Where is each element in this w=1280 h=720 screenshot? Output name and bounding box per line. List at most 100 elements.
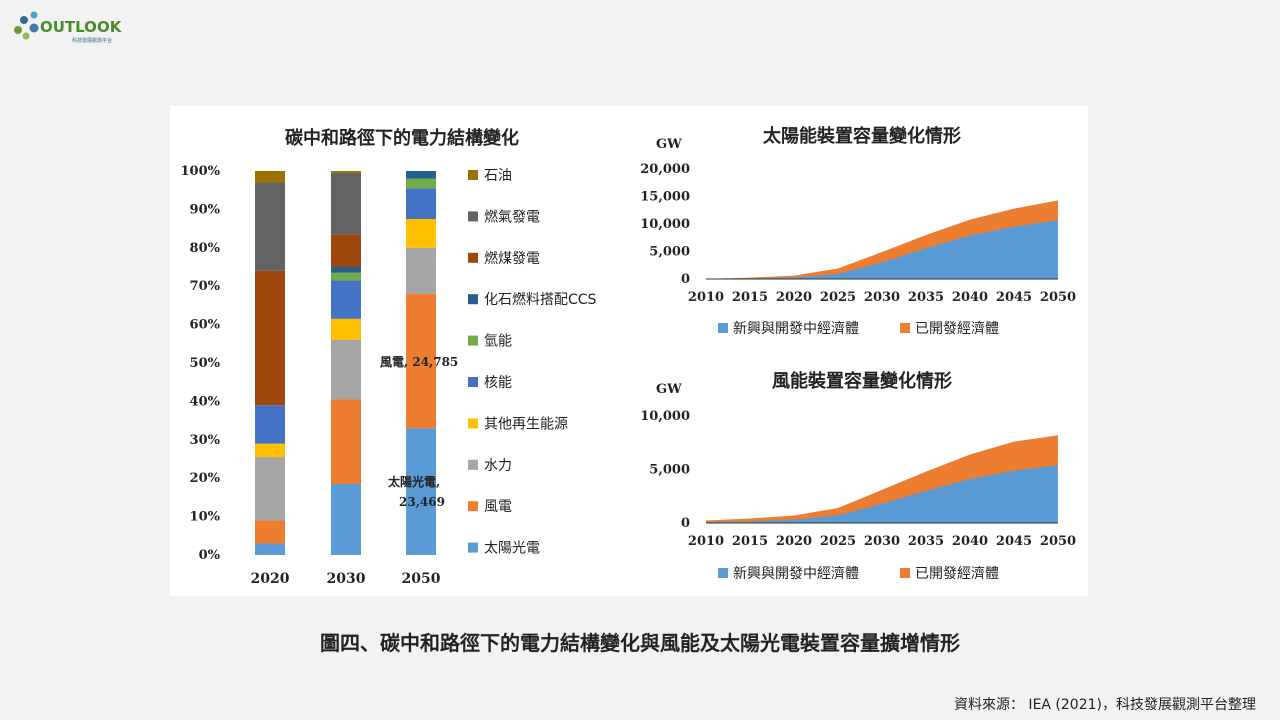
x-tick-label: 2020 <box>251 571 290 587</box>
y-axis-unit: GW <box>656 382 682 397</box>
y-tick-label: 80% <box>190 241 221 256</box>
y-tick-label: 15,000 <box>640 190 690 205</box>
power-structure-chart: 碳中和路徑下的電力結構變化 0% 10% 20% 30% 40% 50% 60% 70% 80% 9… <box>181 127 597 587</box>
bar-segment <box>331 399 361 484</box>
legend-swatch <box>468 501 478 512</box>
bar-segment <box>331 272 361 281</box>
solar-annotation-line2: 23,469 <box>399 495 445 509</box>
x-tick-label: 2040 <box>952 534 988 549</box>
legend-swatch <box>468 335 478 346</box>
y-tick-label: 90% <box>190 202 221 217</box>
x-tick-label: 2035 <box>908 290 944 305</box>
bar-segment <box>255 520 285 544</box>
legend-swatch <box>468 542 478 553</box>
x-tick-label: 2035 <box>908 534 944 549</box>
x-tick-label: 2020 <box>776 534 812 549</box>
bar-segment <box>331 171 361 173</box>
legend-label: 水力 <box>484 458 512 474</box>
y-tick-label: 40% <box>190 394 221 409</box>
x-tick-label: 2030 <box>864 290 900 305</box>
y-tick-label: 50% <box>190 356 221 371</box>
solar-annotation-line1: 太陽光電, <box>388 474 440 489</box>
outlook-logo: OUTLOOK 科技發展觀測平台 <box>10 6 130 46</box>
bar-segment <box>255 457 285 521</box>
bar-chart-title: 碳中和路徑下的電力結構變化 <box>285 127 519 149</box>
x-tick-label: 2015 <box>732 290 768 305</box>
bar-segment <box>406 219 436 248</box>
bar-segment <box>406 188 436 219</box>
bar-segment <box>255 405 285 444</box>
legend-label: 燃氣發電 <box>484 208 540 225</box>
x-tick-label: 2050 <box>1040 290 1076 305</box>
x-tick-label: 2020 <box>776 290 812 305</box>
legend-label: 太陽光電 <box>484 541 540 557</box>
legend-swatch <box>468 170 478 180</box>
x-tick-label: 2045 <box>996 290 1032 305</box>
y-tick-label: 10,000 <box>640 409 690 424</box>
x-tick-label: 2030 <box>327 571 366 587</box>
y-tick-label: 0 <box>681 272 690 287</box>
y-axis-unit: GW <box>656 137 682 152</box>
y-tick-label: 5,000 <box>649 463 690 478</box>
y-tick-label: 10% <box>190 510 221 525</box>
legend-swatch <box>468 294 478 305</box>
bar-segment <box>331 280 361 319</box>
area-series-emerging <box>706 465 1058 523</box>
legend-label: 新興與開發中經濟體 <box>733 321 859 337</box>
bar-segment <box>255 443 285 458</box>
bar-segment <box>331 318 361 340</box>
bar-segment <box>406 178 436 189</box>
y-tick-label: 20% <box>190 471 221 486</box>
legend-label: 其他再生能源 <box>484 416 568 432</box>
x-tick-label: 2050 <box>402 571 441 587</box>
y-tick-label: 20,000 <box>640 162 690 177</box>
x-tick-label: 2010 <box>688 290 724 305</box>
bar-segment <box>255 270 285 406</box>
legend-label: 新興與開發中經濟體 <box>733 566 859 582</box>
area-chart-title: 風能裝置容量變化情形 <box>772 370 952 392</box>
power-structure-panel: 碳中和路徑下的電力結構變化 0% 10% 20% 30% 40% 50% 60% 70% 80% 9… <box>170 106 634 596</box>
legend-label: 氫能 <box>484 334 512 350</box>
x-tick-label: 2045 <box>996 534 1032 549</box>
y-tick-label: 10,000 <box>640 217 690 232</box>
capacity-panel: 太陽能裝置容量變化情形 GW 0 5,000 10,000 15,000 20,000 201… <box>634 106 1088 596</box>
logo-subtext: 科技發展觀測平台 <box>72 37 112 44</box>
logo-text: OUTLOOK <box>40 18 123 36</box>
legend-swatch <box>468 418 478 429</box>
legend-swatch <box>468 459 478 470</box>
bar-segment <box>331 234 361 267</box>
bar-segment <box>331 483 361 555</box>
legend-label: 風電 <box>484 499 512 515</box>
legend-label: 化石燃料搭配CCS <box>484 291 597 308</box>
y-tick-label: 5,000 <box>649 245 690 260</box>
x-tick-label: 2050 <box>1040 534 1076 549</box>
legend-swatch <box>718 568 728 578</box>
solar-capacity-chart: 太陽能裝置容量變化情形 GW 0 5,000 10,000 15,000 20,000 201… <box>640 125 1076 337</box>
x-tick-label: 2030 <box>864 534 900 549</box>
wind-capacity-chart: 風能裝置容量變化情形 GW 0 5,000 10,000 2010 2015 2020 2025… <box>640 370 1076 582</box>
y-tick-label: 70% <box>190 279 221 294</box>
y-tick-label: 30% <box>190 433 221 448</box>
area-series-emerging <box>706 220 1058 279</box>
bar-segment <box>406 171 436 179</box>
source-note: 資料來源： IEA (2021)，科技發展觀測平台整理 <box>953 697 1256 713</box>
legend-swatch <box>468 211 478 222</box>
legend-swatch <box>468 377 478 387</box>
bar-segment <box>331 172 361 235</box>
x-tick-label: 2040 <box>952 290 988 305</box>
figure-caption: 圖四、碳中和路徑下的電力結構變化與風能及太陽光電裝置容量擴增情形 <box>320 631 960 655</box>
legend-label: 燃煤發電 <box>484 250 540 267</box>
area-chart-title: 太陽能裝置容量變化情形 <box>763 125 961 147</box>
bar-segment <box>406 293 436 429</box>
x-tick-label: 2010 <box>688 534 724 549</box>
legend-swatch <box>900 323 910 333</box>
legend-label: 已開發經濟體 <box>915 321 999 337</box>
legend-swatch <box>900 568 910 578</box>
bar-segment <box>331 339 361 400</box>
bar-segment <box>255 182 285 271</box>
legend-label: 核能 <box>484 375 512 391</box>
wind-annotation: 風電, 24,785 <box>380 355 458 369</box>
legend-swatch <box>468 252 478 263</box>
x-tick-label: 2025 <box>820 290 856 305</box>
legend-label: 已開發經濟體 <box>915 566 999 582</box>
